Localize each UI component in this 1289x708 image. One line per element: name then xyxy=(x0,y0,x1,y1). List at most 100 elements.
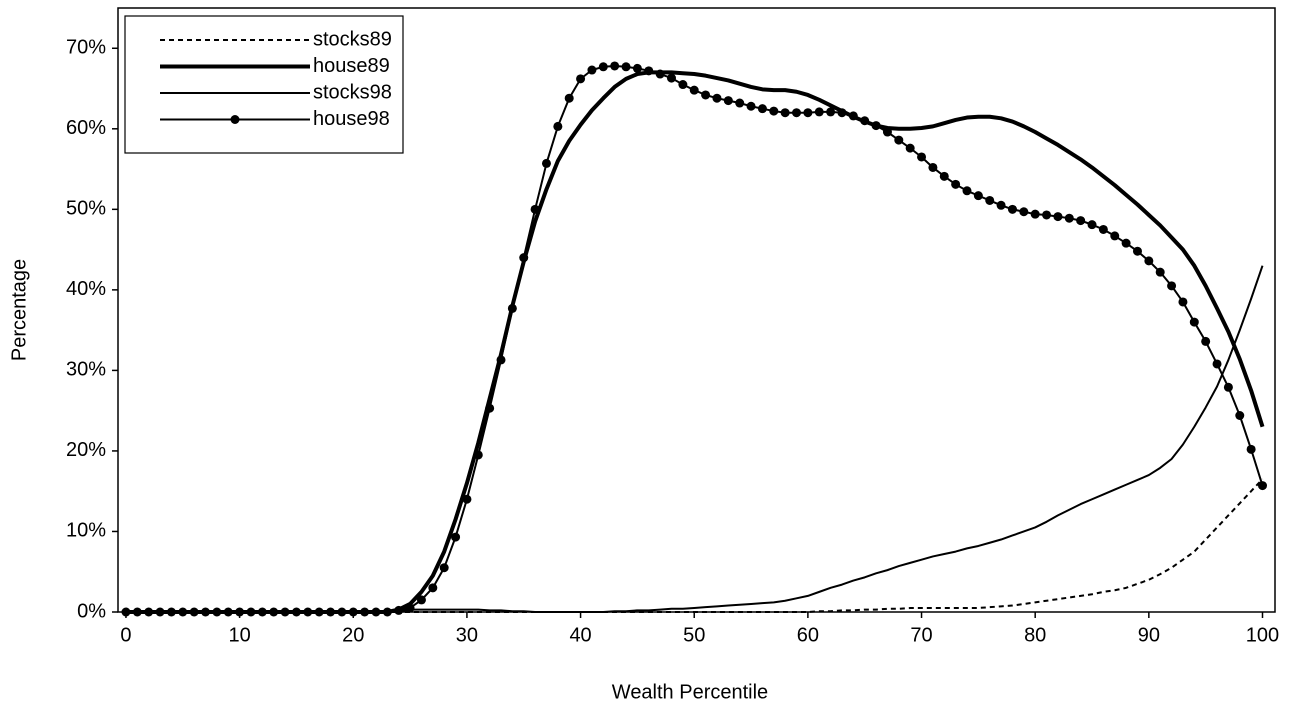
series-marker xyxy=(1098,224,1108,234)
series-marker xyxy=(576,74,586,84)
x-tick-label: 90 xyxy=(1138,624,1160,646)
series-marker xyxy=(496,355,506,365)
series-marker xyxy=(121,607,131,617)
x-tick-label: 70 xyxy=(910,624,932,646)
series-marker xyxy=(917,152,927,162)
series-marker xyxy=(939,171,949,181)
series-marker xyxy=(178,607,188,617)
legend-label: stocks98 xyxy=(313,81,392,103)
series-marker xyxy=(1007,204,1017,214)
series-marker xyxy=(1121,238,1131,248)
series-marker xyxy=(735,98,745,108)
series-marker xyxy=(871,121,881,131)
series-marker xyxy=(212,607,222,617)
y-tick-label: 10% xyxy=(66,520,106,542)
series-marker xyxy=(587,65,597,75)
series-marker xyxy=(269,607,279,617)
series-marker xyxy=(678,80,688,90)
series-marker xyxy=(1201,336,1211,346)
x-tick-label: 60 xyxy=(797,624,819,646)
series-marker xyxy=(155,607,165,617)
series-marker xyxy=(1189,317,1199,327)
x-tick-label: 20 xyxy=(342,624,364,646)
series-marker xyxy=(519,253,529,263)
series-marker xyxy=(746,101,756,111)
series-marker xyxy=(507,303,517,313)
series-marker xyxy=(223,607,233,617)
series-marker xyxy=(666,73,676,83)
series-marker xyxy=(644,66,654,76)
y-tick-label: 60% xyxy=(66,117,106,139)
series-marker xyxy=(848,111,858,121)
series-marker xyxy=(780,108,790,118)
series-marker xyxy=(291,607,301,617)
series-marker xyxy=(530,204,540,214)
series-marker xyxy=(1030,209,1040,219)
series-marker xyxy=(201,607,211,617)
x-tick-label: 30 xyxy=(456,624,478,646)
series-marker xyxy=(1110,231,1120,241)
series-marker xyxy=(1132,246,1142,256)
series-marker xyxy=(610,61,620,71)
x-tick-label: 0 xyxy=(120,624,131,646)
series-marker xyxy=(1235,410,1245,420)
series-marker xyxy=(1212,359,1222,369)
x-tick-label: 50 xyxy=(683,624,705,646)
series-marker xyxy=(894,135,904,145)
series-marker xyxy=(451,532,461,542)
series-marker xyxy=(837,108,847,118)
series-marker xyxy=(1223,382,1233,392)
series-marker xyxy=(257,607,267,617)
legend-label: house89 xyxy=(313,55,390,77)
series-marker xyxy=(405,603,415,613)
series-marker xyxy=(428,583,438,593)
x-tick-label: 100 xyxy=(1246,624,1279,646)
series-marker xyxy=(962,186,972,196)
series-marker xyxy=(1144,256,1154,266)
series-marker xyxy=(951,179,961,189)
series-marker xyxy=(769,106,779,116)
series-marker xyxy=(246,607,256,617)
series-marker xyxy=(1053,212,1063,222)
series-marker xyxy=(655,69,665,79)
series-marker xyxy=(1257,481,1267,491)
y-tick-label: 50% xyxy=(66,198,106,220)
series-marker xyxy=(553,121,563,131)
series-marker xyxy=(723,96,733,106)
series-marker xyxy=(1155,267,1165,277)
series-marker xyxy=(814,107,824,117)
series-marker xyxy=(712,93,722,103)
series-marker xyxy=(394,605,404,615)
series-marker xyxy=(792,108,802,118)
series-marker xyxy=(985,195,995,205)
series-marker xyxy=(1087,220,1097,230)
series-marker xyxy=(280,607,290,617)
series-marker xyxy=(462,494,472,504)
series-marker xyxy=(701,90,711,100)
series-marker xyxy=(1167,281,1177,291)
series-marker xyxy=(360,607,370,617)
series-marker xyxy=(235,607,245,617)
y-tick-label: 40% xyxy=(66,278,106,300)
series-line xyxy=(125,265,1264,613)
series-marker xyxy=(314,607,324,617)
series-marker xyxy=(416,595,426,605)
series-marker xyxy=(473,450,483,460)
x-tick-label: 80 xyxy=(1024,624,1046,646)
y-tick-label: 30% xyxy=(66,359,106,381)
x-axis-label: Wealth Percentile xyxy=(612,681,768,703)
series-marker xyxy=(1246,444,1256,454)
series-marker xyxy=(621,62,631,72)
series-marker xyxy=(803,108,813,118)
series-marker xyxy=(598,62,608,72)
series-marker xyxy=(132,607,142,617)
x-tick-label: 10 xyxy=(228,624,250,646)
series-marker xyxy=(1064,213,1074,223)
legend-label: stocks89 xyxy=(313,28,392,50)
series-marker xyxy=(439,563,449,573)
series-marker xyxy=(973,191,983,201)
series-marker xyxy=(348,607,358,617)
x-tick-label: 40 xyxy=(569,624,591,646)
series-marker xyxy=(166,607,176,617)
legend-marker xyxy=(230,115,240,124)
